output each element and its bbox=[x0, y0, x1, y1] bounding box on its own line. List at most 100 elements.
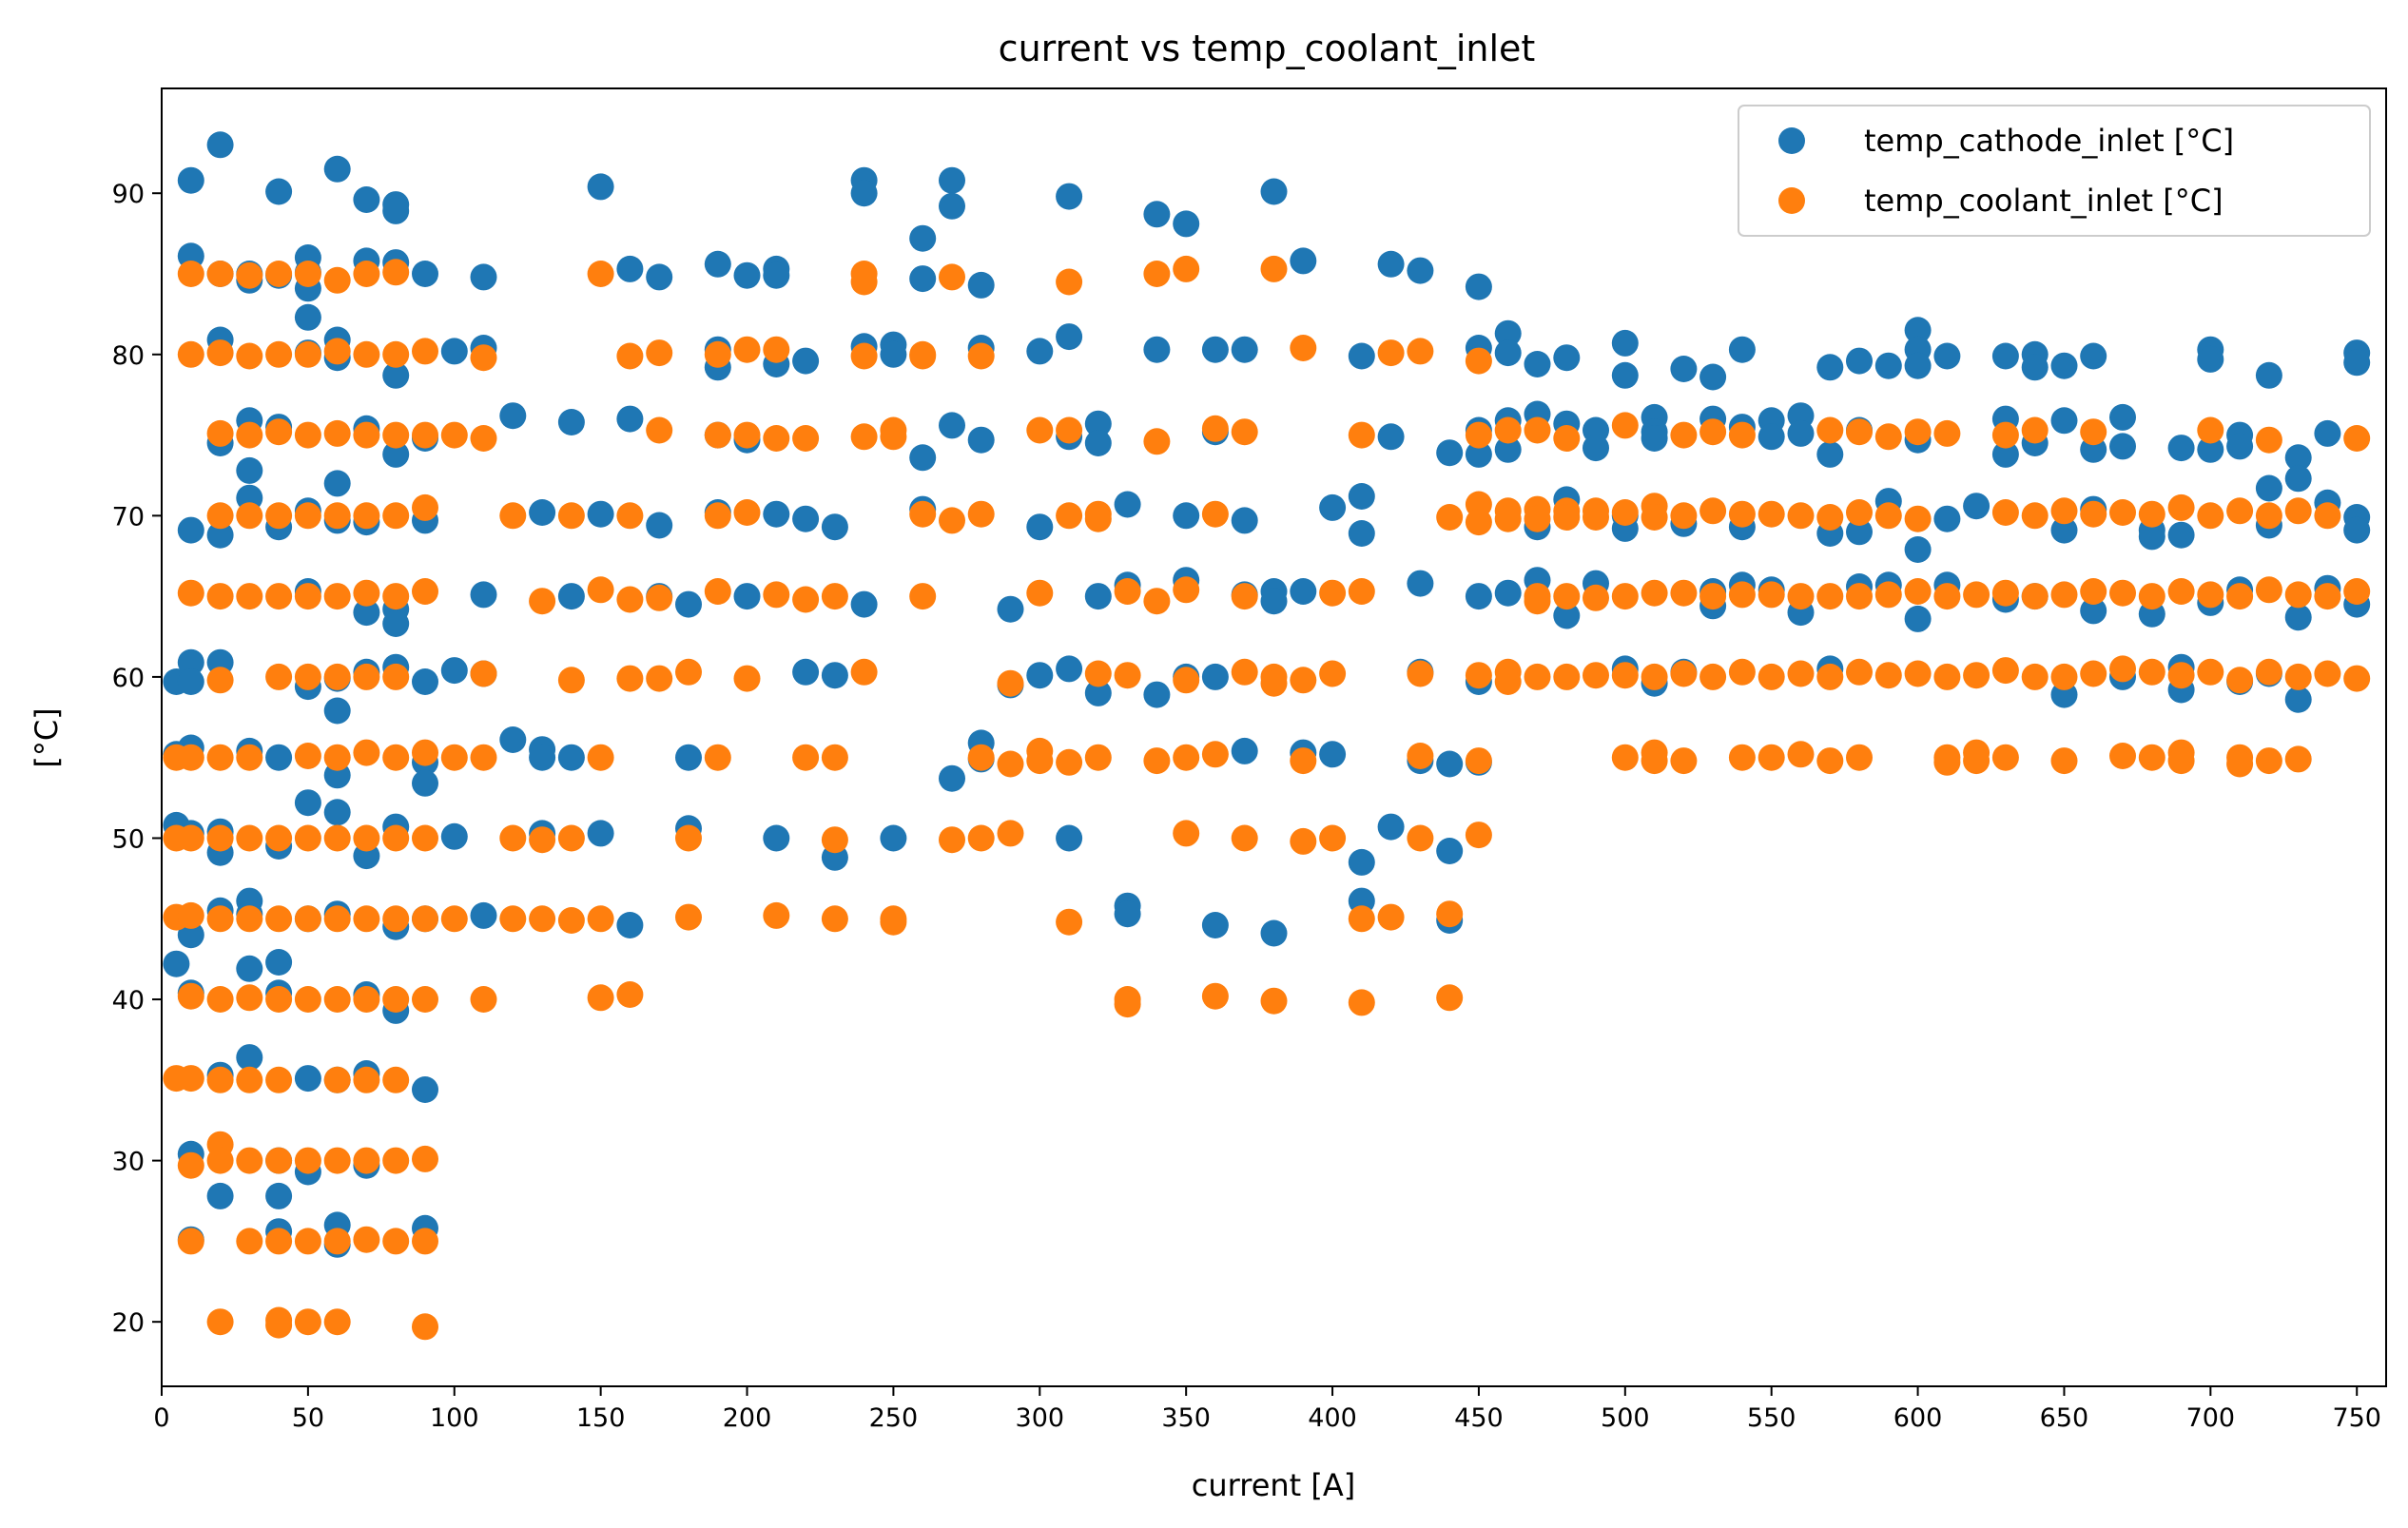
scatter-point bbox=[1056, 416, 1083, 444]
scatter-point bbox=[1348, 848, 1375, 876]
scatter-point bbox=[1084, 744, 1112, 771]
scatter-point bbox=[997, 669, 1024, 697]
scatter-point bbox=[2080, 597, 2107, 625]
scatter-point bbox=[353, 261, 380, 287]
scatter-point bbox=[1084, 505, 1112, 532]
scatter-point bbox=[850, 590, 878, 618]
scatter-point bbox=[2050, 497, 2078, 525]
scatter-point bbox=[1670, 579, 1698, 607]
scatter-point bbox=[2314, 660, 2341, 687]
scatter-point bbox=[1494, 579, 1522, 607]
scatter-point bbox=[939, 166, 965, 194]
scatter-point bbox=[1728, 421, 1756, 449]
y-tick-label: 40 bbox=[112, 986, 145, 1015]
scatter-point bbox=[1260, 178, 1288, 205]
scatter-point bbox=[1846, 583, 1873, 610]
scatter-point bbox=[1465, 273, 1492, 300]
scatter-point bbox=[412, 668, 438, 695]
legend-entry-coolant: temp_coolant_inlet [°C] bbox=[1778, 183, 2224, 219]
scatter-point bbox=[1084, 430, 1112, 456]
scatter-point bbox=[265, 178, 293, 205]
scatter-point bbox=[236, 456, 263, 484]
scatter-point bbox=[733, 499, 761, 526]
scatter-point bbox=[1670, 421, 1698, 449]
scatter-point bbox=[2167, 747, 2195, 775]
scatter-point bbox=[412, 1313, 438, 1341]
scatter-point bbox=[1143, 261, 1171, 287]
scatter-point bbox=[1260, 255, 1288, 282]
scatter-point bbox=[323, 1066, 351, 1093]
scatter-point bbox=[557, 502, 585, 530]
scatter-point bbox=[704, 250, 731, 278]
scatter-point bbox=[1757, 581, 1785, 609]
scatter-point bbox=[1787, 419, 1815, 447]
scatter-point bbox=[2284, 581, 2312, 609]
scatter-point bbox=[206, 502, 234, 530]
scatter-point bbox=[294, 1147, 321, 1174]
scatter-point bbox=[557, 583, 585, 610]
scatter-point bbox=[412, 493, 438, 521]
scatter-point bbox=[323, 266, 351, 294]
scatter-point bbox=[1933, 505, 1961, 532]
scatter-point bbox=[1084, 583, 1112, 610]
scatter-point bbox=[206, 744, 234, 771]
scatter-point bbox=[1026, 662, 1054, 689]
scatter-point bbox=[2138, 744, 2165, 771]
scatter-point bbox=[470, 581, 497, 609]
scatter-point bbox=[323, 986, 351, 1013]
scatter-point bbox=[675, 590, 702, 618]
scatter-point bbox=[2284, 604, 2312, 631]
scatter-point bbox=[733, 261, 761, 289]
scatter-point bbox=[2343, 516, 2371, 544]
scatter-point bbox=[1991, 579, 2019, 607]
scatter-point bbox=[1056, 183, 1083, 210]
series-coolant bbox=[163, 255, 2371, 1341]
scatter-point bbox=[2314, 583, 2341, 610]
scatter-point bbox=[587, 576, 614, 604]
scatter-point bbox=[412, 824, 438, 852]
scatter-point bbox=[412, 421, 438, 449]
scatter-point bbox=[353, 186, 380, 213]
scatter-point bbox=[1407, 743, 1434, 769]
scatter-point bbox=[1699, 418, 1727, 446]
scatter-point bbox=[1494, 668, 1522, 695]
scatter-point bbox=[763, 336, 790, 363]
scatter-point bbox=[265, 949, 293, 976]
scatter-point bbox=[1846, 347, 1873, 375]
scatter-point bbox=[1056, 748, 1083, 776]
scatter-point bbox=[1026, 579, 1054, 607]
scatter-point bbox=[323, 905, 351, 933]
scatter-point bbox=[939, 826, 965, 854]
scatter-point bbox=[1201, 912, 1229, 938]
scatter-point bbox=[1436, 984, 1464, 1012]
scatter-point bbox=[1056, 502, 1083, 530]
scatter-point bbox=[499, 402, 527, 430]
scatter-point bbox=[1348, 421, 1375, 449]
scatter-point bbox=[1290, 578, 1317, 605]
scatter-point bbox=[733, 336, 761, 363]
scatter-point bbox=[353, 739, 380, 766]
scatter-point bbox=[1201, 982, 1229, 1010]
scatter-point bbox=[2226, 583, 2254, 610]
scatter-point bbox=[382, 259, 410, 286]
x-tick-label: 700 bbox=[2186, 1403, 2236, 1433]
scatter-point bbox=[1231, 583, 1258, 610]
scatter-point bbox=[265, 744, 293, 771]
scatter-point bbox=[1670, 502, 1698, 530]
scatter-point bbox=[763, 581, 790, 609]
scatter-point bbox=[646, 512, 673, 539]
scatter-point bbox=[323, 583, 351, 610]
scatter-point bbox=[2080, 418, 2107, 446]
y-tick-label: 90 bbox=[112, 180, 145, 209]
scatter-point bbox=[177, 516, 204, 544]
scatter-point bbox=[1524, 416, 1551, 444]
scatter-point bbox=[1933, 419, 1961, 447]
scatter-point bbox=[1143, 747, 1171, 775]
scatter-point bbox=[557, 824, 585, 852]
scatter-point bbox=[1290, 827, 1317, 855]
scatter-point bbox=[763, 261, 790, 289]
scatter-point bbox=[236, 1044, 263, 1072]
scatter-point bbox=[1056, 908, 1083, 936]
scatter-point bbox=[1787, 502, 1815, 530]
x-tick-label: 450 bbox=[1454, 1403, 1504, 1433]
